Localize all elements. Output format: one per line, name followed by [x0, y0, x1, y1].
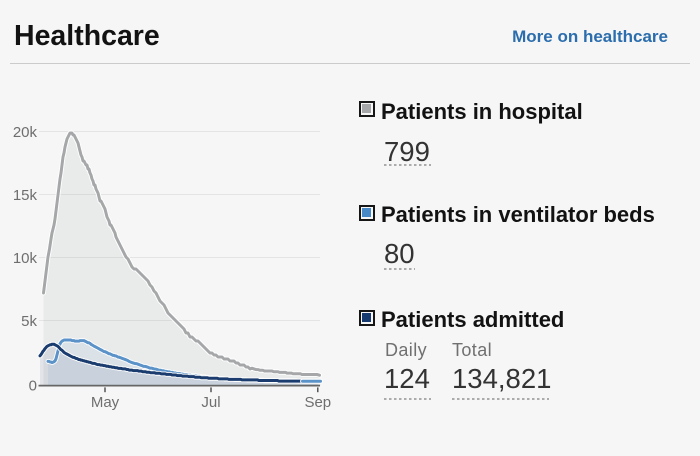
svg-text:15k: 15k [13, 187, 38, 204]
svg-text:Sep: Sep [304, 394, 331, 411]
svg-text:Jul: Jul [201, 394, 220, 411]
svg-text:May: May [91, 394, 120, 411]
svg-text:10k: 10k [13, 250, 38, 267]
svg-text:0: 0 [29, 378, 37, 395]
svg-text:20k: 20k [13, 124, 38, 141]
svg-text:5k: 5k [21, 313, 37, 330]
